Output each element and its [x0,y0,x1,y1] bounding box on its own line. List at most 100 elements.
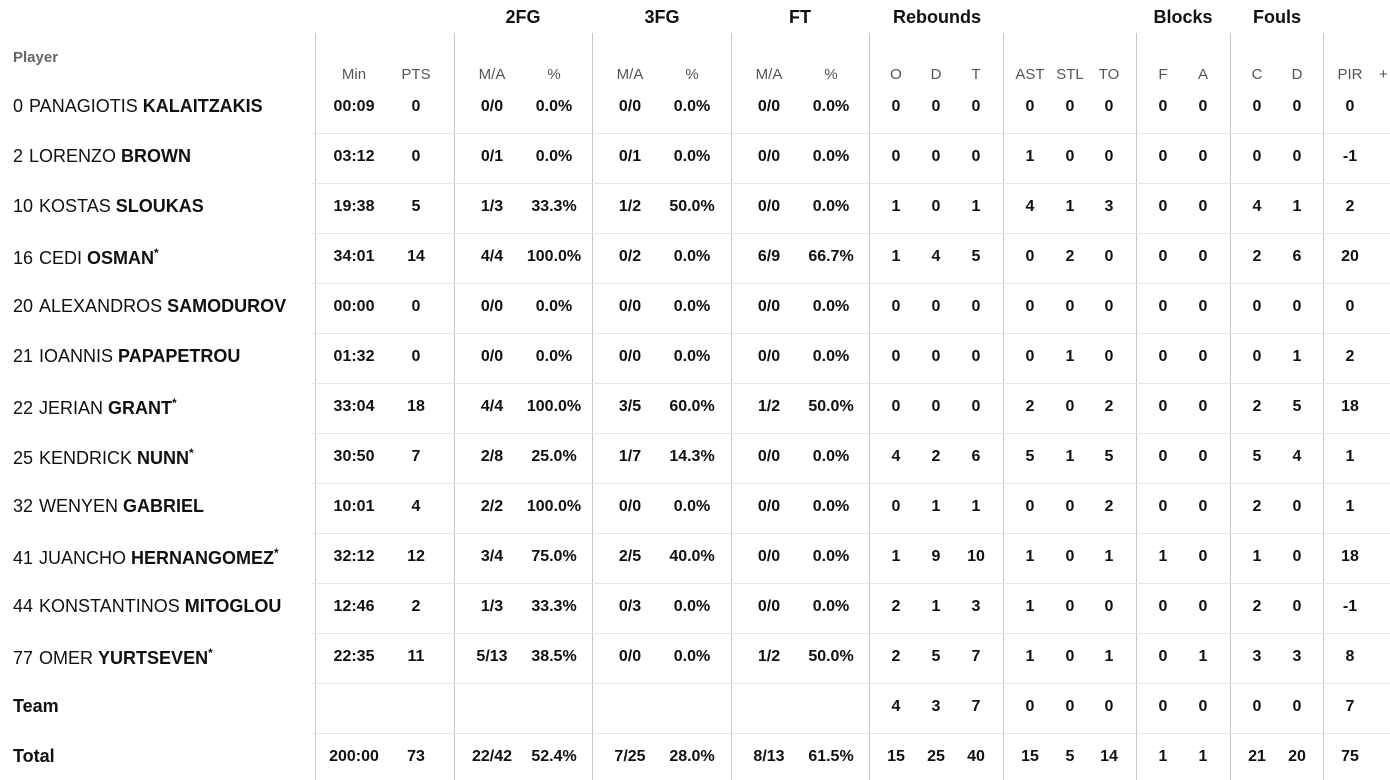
stat-cell: 52.4% [531,748,577,765]
stat-cell: 0.0% [812,448,850,465]
stat-cell: 7 [971,648,981,665]
stat-cell: 1 [1025,648,1035,665]
stat-cell: 7/25 [614,748,646,765]
stat-cell: 0/3 [618,598,642,615]
stat-cell: 0 [1198,348,1208,365]
starter-mark: * [154,246,159,260]
stat-cell: 0 [1158,498,1168,515]
column-header[interactable]: Min [341,66,367,83]
stat-cell: 0.0% [673,148,711,165]
stat-cell: 25.0% [531,448,577,465]
stat-cell: 0 [411,348,421,365]
column-header[interactable]: O [890,66,902,83]
stat-cell: 0 [1158,648,1168,665]
group-header: 2FG [505,7,541,27]
column-header[interactable]: D [1291,66,1303,83]
player-number: 41 [13,548,34,568]
player-name[interactable]: 44 KONSTANTINOS MITOGLOU [13,596,281,617]
stat-cell: 8 [1345,648,1355,665]
stat-cell: 0 [1025,698,1035,715]
player-name[interactable]: 77 OMER YURTSEVEN* [13,646,213,669]
stat-cell: 2 [1025,398,1035,415]
column-divider [1003,33,1004,780]
stat-cell: 18 [1341,398,1359,415]
stat-cell: 1/3 [480,598,504,615]
player-name[interactable]: 0 PANAGIOTIS KALAITZAKIS [13,96,263,117]
column-header[interactable]: % [547,66,561,83]
column-header[interactable]: F [1158,66,1168,83]
stat-cell: 0 [971,148,981,165]
column-header[interactable]: M/A [478,66,506,83]
column-header[interactable]: % [685,66,699,83]
column-header[interactable]: D [930,66,942,83]
stat-cell: 0 [1158,448,1168,465]
row-divider [312,433,1390,434]
player-last-name: KALAITZAKIS [142,96,263,116]
stat-cell: 0 [891,398,901,415]
stat-cell: 40 [967,748,985,765]
stat-cell: 0 [1198,398,1208,415]
stat-cell: 0.0% [673,598,711,615]
stat-cell: 0 [411,298,421,315]
column-header[interactable]: M/A [616,66,644,83]
stat-cell: 6/9 [757,248,781,265]
stat-cell: 0 [891,498,901,515]
stat-cell: 0 [971,348,981,365]
column-header[interactable]: STL [1056,66,1084,83]
stat-cell: 0 [1158,698,1168,715]
player-name[interactable]: 32 WENYEN GABRIEL [13,496,204,517]
expand-columns-icon[interactable]: + [1379,66,1388,83]
column-header[interactable]: T [971,66,981,83]
player-name[interactable]: 25 KENDRICK NUNN* [13,446,194,469]
stat-cell: 3/4 [480,548,504,565]
group-header: Fouls [1253,7,1301,27]
player-name[interactable]: 10 KOSTAS SLOUKAS [13,196,204,217]
player-name[interactable]: 2 LORENZO BROWN [13,146,191,167]
player-number: 77 [13,648,34,668]
column-header[interactable]: C [1251,66,1263,83]
stat-cell: 33.3% [531,198,577,215]
stat-cell: 25 [927,748,945,765]
stat-cell: 1 [931,498,941,515]
stat-cell: 0 [1025,498,1035,515]
player-name[interactable]: 41 JUANCHO HERNANGOMEZ* [13,546,279,569]
stat-cell: 0 [1065,548,1075,565]
stat-cell: 0 [1158,98,1168,115]
player-name[interactable]: 16 CEDI OSMAN* [13,246,159,269]
stat-cell: 0.0% [812,98,850,115]
column-header[interactable]: AST [1015,66,1045,83]
stat-cell: 3 [1292,648,1302,665]
player-name[interactable]: 20 ALEXANDROS SAMODUROV [13,296,286,317]
stat-cell: 2 [1104,398,1114,415]
row-divider [312,533,1390,534]
stat-cell: 11 [407,648,425,665]
starter-mark: * [172,396,177,410]
stat-cell: 0 [1025,348,1035,365]
stat-cell: 0 [1198,298,1208,315]
column-header[interactable]: % [824,66,838,83]
stat-cell: 0.0% [535,348,573,365]
stat-cell: 0/0 [480,348,504,365]
stat-cell: 0 [1104,248,1114,265]
stat-cell: 4/4 [480,248,504,265]
stat-cell: 1 [1345,498,1355,515]
column-header[interactable]: PTS [401,66,431,83]
stat-cell: 1 [1065,348,1075,365]
stat-cell: 0/1 [618,148,642,165]
stat-cell: 0 [1104,298,1114,315]
player-first-name: CEDI [39,248,88,268]
stat-cell: 0/0 [757,348,781,365]
column-divider [731,33,732,780]
column-header[interactable]: M/A [755,66,783,83]
player-name[interactable]: 21 IOANNIS PAPAPETROU [13,346,240,367]
stat-cell: 0 [971,298,981,315]
stat-cell: 4 [1025,198,1035,215]
player-name[interactable]: 22 JERIAN GRANT* [13,396,177,419]
stat-cell: 0 [1065,298,1075,315]
column-header[interactable]: TO [1098,66,1120,83]
stat-cell: 18 [1341,548,1359,565]
column-header[interactable]: PIR [1337,66,1363,83]
column-header[interactable]: A [1197,66,1209,83]
stat-cell: 0 [1065,598,1075,615]
